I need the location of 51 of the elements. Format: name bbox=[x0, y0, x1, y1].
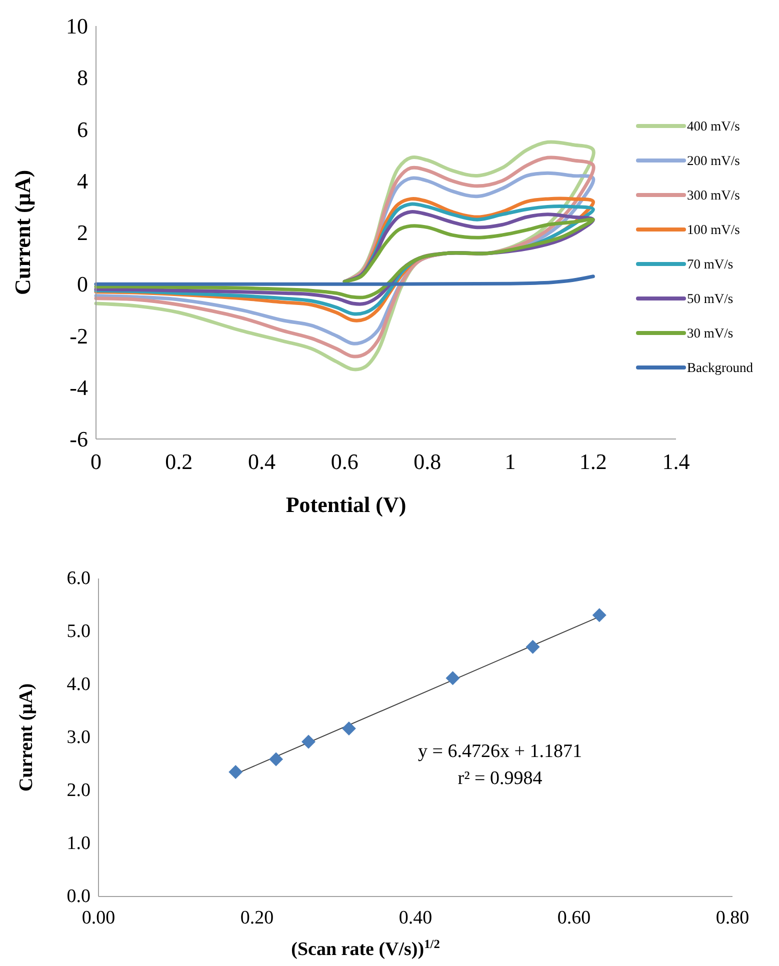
x-tick-label: 0.60 bbox=[557, 908, 591, 928]
point bbox=[592, 608, 606, 622]
annotation: y = 6.4726x + 1.1871 bbox=[418, 741, 582, 762]
y-tick-label: 10 bbox=[66, 14, 88, 38]
x-tick-label: 0.8 bbox=[414, 449, 442, 474]
legend-label: 100 mV/s bbox=[687, 222, 740, 237]
y-tick-label: 3.0 bbox=[66, 727, 90, 748]
legend-label: 300 mV/s bbox=[687, 188, 740, 202]
x-tick-label: 0.4 bbox=[248, 449, 276, 474]
x-tick-label: 0.40 bbox=[398, 908, 432, 928]
y-tick-label: 4 bbox=[77, 168, 88, 194]
legend-label: 70 mV/s bbox=[687, 256, 734, 272]
y-tick-label: 6 bbox=[77, 116, 88, 142]
point bbox=[269, 752, 284, 766]
x-tick-label: 0.80 bbox=[716, 908, 750, 928]
x-axis-title: Potential (V) bbox=[286, 492, 406, 517]
y-tick-label: 2.0 bbox=[66, 780, 90, 801]
line-series bbox=[94, 218, 595, 300]
legend-label: 400 mV/s bbox=[687, 118, 740, 134]
y-axis-title: Current (μA) bbox=[16, 683, 37, 792]
y-tick-label: -6 bbox=[70, 426, 88, 452]
y-tick-label: -2 bbox=[70, 323, 88, 348]
point bbox=[302, 734, 316, 749]
legend-label: 30 mV/s bbox=[687, 326, 734, 340]
x-tick-label: 0.20 bbox=[240, 908, 274, 928]
annotation: r² = 0.9984 bbox=[458, 768, 543, 789]
y-axis-title: Current (μA) bbox=[10, 170, 35, 296]
point bbox=[342, 721, 356, 736]
y-tick-label: 5.0 bbox=[66, 621, 90, 642]
point bbox=[446, 671, 460, 686]
line-series bbox=[94, 274, 595, 286]
y-tick-label: -4 bbox=[70, 374, 88, 400]
x-tick-label: 0.2 bbox=[165, 449, 193, 474]
x-tick-label: 0.00 bbox=[82, 908, 116, 928]
y-tick-label: 6.0 bbox=[66, 568, 90, 589]
legend-label: Background bbox=[687, 360, 754, 375]
x-axis-title: (Scan rate (V/s))$^{1/2}$ bbox=[291, 937, 440, 960]
legend-label: 200 mV/s bbox=[687, 153, 740, 168]
point bbox=[526, 640, 540, 654]
legend-label: 50 mV/s bbox=[687, 291, 734, 306]
x-tick-label: 1 bbox=[504, 449, 516, 474]
y-tick-label: 8 bbox=[77, 65, 88, 90]
y-tick-label: 0.0 bbox=[66, 886, 90, 907]
x-tick-label: 0.6 bbox=[330, 449, 358, 474]
y-tick-label: 1.0 bbox=[66, 833, 90, 854]
point bbox=[228, 764, 243, 779]
y-tick-label: 2 bbox=[77, 220, 88, 245]
x-tick-label: 1.4 bbox=[662, 449, 690, 474]
y-tick-label: 4.0 bbox=[66, 674, 90, 695]
y-tick-label: 0 bbox=[77, 272, 88, 297]
x-tick-label: 1.2 bbox=[579, 449, 607, 474]
